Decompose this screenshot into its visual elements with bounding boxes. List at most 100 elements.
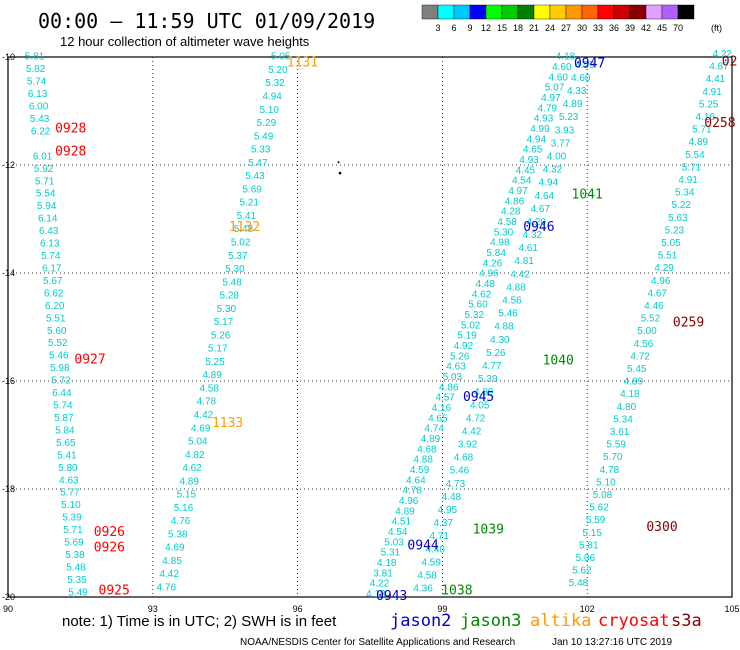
- y-tick-label: -16: [2, 376, 15, 386]
- swh-value: 4.77: [482, 361, 502, 372]
- swh-value: 5.30: [494, 227, 514, 238]
- swh-value: 5.59: [606, 440, 626, 451]
- colorbar-tick-label: 33: [593, 23, 603, 33]
- colorbar-swatch: [437, 4, 455, 20]
- swh-value: 5.62: [572, 566, 592, 577]
- swh-value: 4.89: [474, 387, 494, 398]
- colorbar-tick-label: 30: [577, 23, 587, 33]
- swh-value: 4.88: [506, 282, 526, 293]
- swh-value: 4.58: [497, 217, 517, 228]
- swh-value: 5.15: [177, 490, 197, 501]
- swh-value: 5.37: [228, 251, 248, 262]
- colorbar: 3 6 9 12 15 18 21 24 27 30 33 36 39 42 45 70: [421, 4, 695, 33]
- swh-value: 5.60: [468, 300, 488, 311]
- swh-value: 3.92: [458, 440, 478, 451]
- swh-value: 5.81: [579, 540, 599, 551]
- swh-value: 5.26: [486, 348, 506, 359]
- swh-value: 5.74: [41, 251, 61, 262]
- x-tick-label: 99: [437, 604, 447, 614]
- swh-value: 4.62: [182, 463, 202, 474]
- swh-value: 5.69: [64, 538, 84, 549]
- swh-value: 5.41: [237, 211, 257, 222]
- swh-value: 6.14: [38, 214, 58, 225]
- swh-value: 4.89: [563, 99, 583, 110]
- swh-value: 5.48: [222, 277, 242, 288]
- colorbar-swatch: [565, 4, 583, 20]
- swh-value: 5.47: [248, 158, 268, 169]
- swh-value: 4.28: [501, 207, 521, 218]
- swh-value: 5.71: [682, 162, 702, 173]
- swh-value: 4.85: [162, 556, 182, 567]
- swh-value: 5.33: [251, 145, 271, 156]
- y-tick-label: -12: [2, 160, 15, 170]
- swh-value: 4.26: [483, 258, 503, 269]
- swh-value: 4.78: [403, 486, 423, 497]
- swh-value: 6.13: [40, 239, 60, 250]
- swh-value: 4.42: [194, 410, 214, 421]
- swh-value: 5.21: [240, 198, 260, 209]
- swh-value: 4.16: [432, 403, 452, 414]
- swh-value: 4.60: [548, 72, 568, 83]
- swh-value: 4.65: [523, 145, 543, 156]
- time-label: 02: [722, 54, 738, 69]
- swh-value: 4.96: [399, 496, 419, 507]
- swh-value: 6.43: [39, 226, 59, 237]
- time-label: 0946: [523, 220, 554, 235]
- time-label: 1040: [543, 353, 574, 368]
- swh-value: 5.25: [205, 357, 225, 368]
- time-label: 0925: [99, 584, 130, 599]
- swh-value: 5.43: [245, 171, 265, 182]
- swh-value: 5.51: [46, 313, 66, 324]
- swh-value: 5.70: [603, 452, 623, 463]
- x-tick-label: 96: [293, 604, 303, 614]
- colorbar-swatch: [597, 4, 615, 20]
- colorbar-swatch: [485, 4, 503, 20]
- colorbar-swatch: [421, 4, 439, 20]
- time-label: 1133: [212, 416, 243, 431]
- swh-value: 5.84: [486, 248, 506, 259]
- swh-value: 5.34: [613, 414, 633, 425]
- colorbar-tick-label: 18: [513, 23, 523, 33]
- swh-value: 5.02: [231, 237, 251, 248]
- colorbar-tick-label: 21: [529, 23, 539, 33]
- swh-value: 5.34: [675, 188, 695, 199]
- swh-value: 6.22: [31, 126, 51, 137]
- time-label: 0944: [407, 539, 438, 554]
- swh-value: 4.18: [377, 558, 397, 569]
- swh-value: 5.05: [661, 238, 681, 249]
- time-label: 0926: [94, 525, 125, 540]
- swh-value: 5.04: [188, 437, 208, 448]
- swh-value: 4.42: [159, 569, 179, 580]
- swh-value: 5.28: [219, 291, 239, 302]
- swh-value: 6.13: [28, 89, 48, 100]
- swh-value: 4.78: [600, 465, 620, 476]
- swh-value: 5.05: [271, 52, 291, 63]
- swh-value: 5.74: [27, 77, 47, 88]
- y-tick-label: -10: [2, 52, 15, 62]
- swh-value: 4.42: [462, 426, 482, 437]
- swh-value: 5.72: [51, 376, 71, 387]
- swh-value: 4.59: [575, 60, 595, 71]
- legend-altika: altika: [530, 611, 591, 631]
- swh-value: 4.56: [634, 339, 654, 350]
- time-label: 1131: [287, 55, 318, 70]
- swh-value: 4.93: [519, 155, 539, 166]
- swh-value: 5.52: [48, 338, 68, 349]
- swh-value: 5.32: [265, 78, 285, 89]
- swh-value: 4.62: [472, 289, 492, 300]
- swh-value: 6.17: [42, 263, 62, 274]
- swh-value: 4.76: [171, 516, 191, 527]
- colorbar-tick-label: 15: [497, 23, 507, 33]
- swh-value: 4.51: [392, 517, 412, 528]
- time-label: 0926: [94, 540, 125, 555]
- swh-value: 4.48: [442, 492, 462, 503]
- colorbar-swatch: [645, 4, 663, 20]
- swh-value: 4.64: [535, 191, 555, 202]
- legend-jason2: jason2: [390, 611, 451, 631]
- swh-value: 4.00: [547, 151, 567, 162]
- swh-value: 4.86: [439, 382, 459, 393]
- swh-value: 3.77: [551, 138, 571, 149]
- swh-value: 4.40: [425, 544, 445, 555]
- time-label: 0928: [55, 121, 86, 136]
- time-label: 1041: [572, 188, 603, 203]
